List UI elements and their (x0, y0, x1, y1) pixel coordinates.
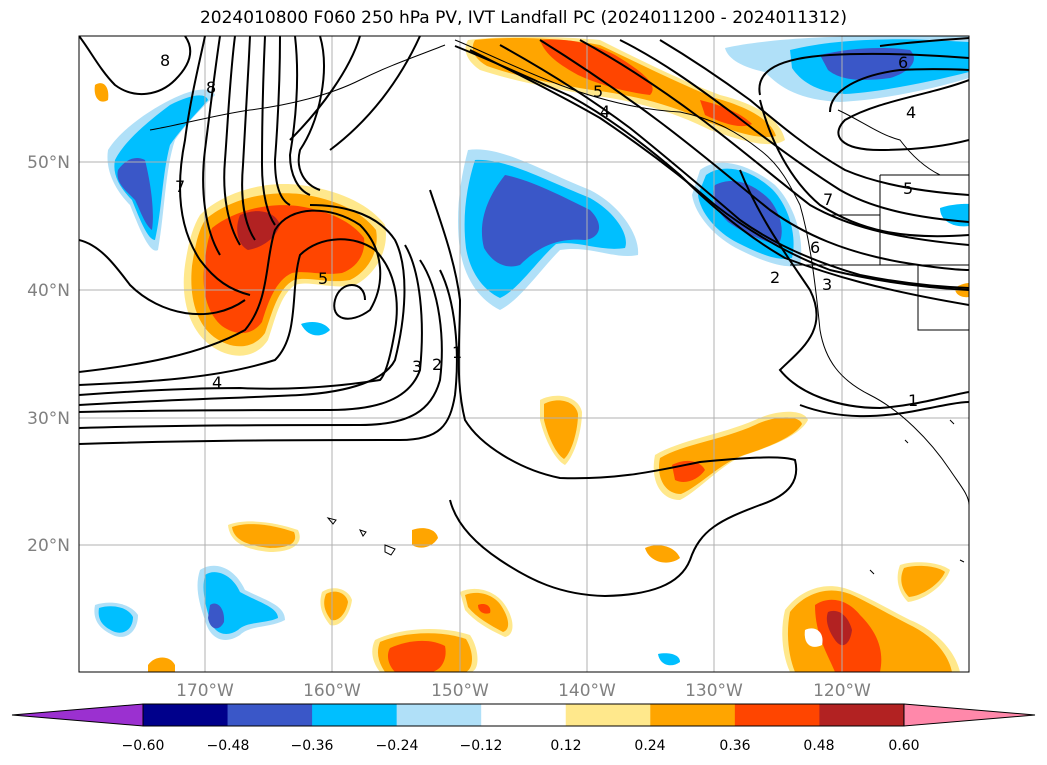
contour-label: 8 (160, 51, 170, 70)
colorbar-tick-labels: −0.60 −0.48 −0.36 −0.24 −0.12 0.12 0.24 … (122, 738, 920, 754)
colorbar-segment (227, 704, 313, 726)
contour-label: 2 (432, 355, 442, 374)
positive-anomaly-region (232, 524, 296, 548)
positive-anomaly-region (540, 39, 653, 95)
lon-label: 130°W (685, 681, 743, 701)
positive-anomaly-region (901, 565, 945, 597)
positive-anomaly-region (645, 545, 680, 563)
lon-label: 160°W (303, 681, 361, 701)
contour-label: 4 (600, 102, 610, 121)
positive-anomaly-region (544, 400, 578, 459)
colorbar-segment (396, 704, 482, 726)
latitude-labels: 50°N 40°N 30°N 20°N (27, 153, 70, 556)
colorbar-tick-label: −0.12 (460, 738, 503, 754)
contour-label: 5 (318, 269, 328, 288)
contour-label: 8 (206, 78, 216, 97)
positive-anomaly-region (387, 640, 446, 672)
contour-label: 4 (906, 103, 916, 122)
colorbar-tick-label: −0.60 (122, 738, 165, 754)
contour-label: 7 (823, 190, 833, 209)
positive-anomaly-region (94, 83, 109, 102)
lon-label: 120°W (813, 681, 871, 701)
shading-layer (94, 36, 969, 672)
colorbar-tick-label: 0.48 (803, 738, 834, 754)
coastlines (149, 39, 969, 575)
colorbar-segment (312, 704, 398, 726)
longitude-labels: 170°W 160°W 150°W 140°W 130°W 120°W (176, 681, 871, 701)
contour-label: 6 (810, 238, 820, 257)
lon-label: 170°W (176, 681, 234, 701)
contour-label: 2 (770, 268, 780, 287)
map-title: 2024010800 F060 250 hPa PV, IVT Landfall… (199, 8, 847, 28)
positive-anomaly-region (700, 100, 752, 127)
lat-label: 30°N (27, 409, 70, 429)
contour-label: 3 (412, 357, 422, 376)
positive-anomaly-region (412, 528, 438, 548)
map-area: 8 8 7 5 4 3 2 1 5 4 7 6 2 3 5 4 6 1 (79, 36, 969, 672)
colorbar-tick-label: 0.12 (550, 738, 581, 754)
colorbar-extend-max (903, 703, 1036, 727)
colorbar-tick-label: −0.24 (376, 738, 419, 754)
contour-label: 7 (175, 177, 185, 196)
negative-anomaly-region (481, 175, 600, 267)
colorbar-tick-label: 0.60 (888, 738, 919, 754)
colorbar-segment (734, 704, 820, 726)
colorbar-segment (565, 704, 651, 726)
contour-label: 5 (903, 179, 913, 198)
contour-label: 5 (593, 82, 603, 101)
negative-anomaly-region (208, 603, 225, 629)
positive-anomaly-region (478, 603, 491, 614)
positive-anomaly-region (804, 628, 823, 647)
map-frame (78, 35, 970, 673)
colorbar-segment (819, 704, 905, 726)
negative-anomaly-region (117, 158, 153, 230)
negative-anomaly-region (98, 606, 133, 633)
contour-label: 4 (212, 373, 222, 392)
colorbar-tick-label: 0.24 (634, 738, 665, 754)
lon-label: 140°W (558, 681, 616, 701)
lat-label: 40°N (27, 281, 70, 301)
positive-anomaly-region (324, 591, 348, 621)
colorbar-tick-label: 0.36 (719, 738, 750, 754)
lat-label: 20°N (27, 536, 70, 556)
negative-anomaly-region (713, 180, 782, 245)
colorbar (11, 703, 1036, 727)
negative-anomaly-region (658, 653, 680, 666)
contour-label: 1 (908, 391, 918, 410)
negative-anomaly-region (301, 322, 330, 336)
colorbar-segment (481, 704, 567, 726)
colorbar-tick-label: −0.36 (291, 738, 334, 754)
lon-label: 150°W (431, 681, 489, 701)
contour-label: 6 (898, 53, 908, 72)
positive-anomaly-region (148, 657, 175, 672)
contour-label: 3 (822, 275, 832, 294)
positive-anomaly-region (237, 211, 280, 250)
pv-contours (79, 36, 969, 598)
colorbar-extend-min (11, 703, 144, 727)
contour-labels: 8 8 7 5 4 3 2 1 5 4 7 6 2 3 5 4 6 1 (160, 51, 918, 410)
contour-label: 1 (452, 343, 462, 362)
colorbar-frame (142, 703, 905, 727)
colorbar-segment (143, 704, 229, 726)
colorbar-tick-label: −0.48 (207, 738, 250, 754)
colorbar-segment (650, 704, 736, 726)
lat-label: 50°N (27, 153, 70, 173)
positive-anomaly-region (826, 610, 852, 646)
